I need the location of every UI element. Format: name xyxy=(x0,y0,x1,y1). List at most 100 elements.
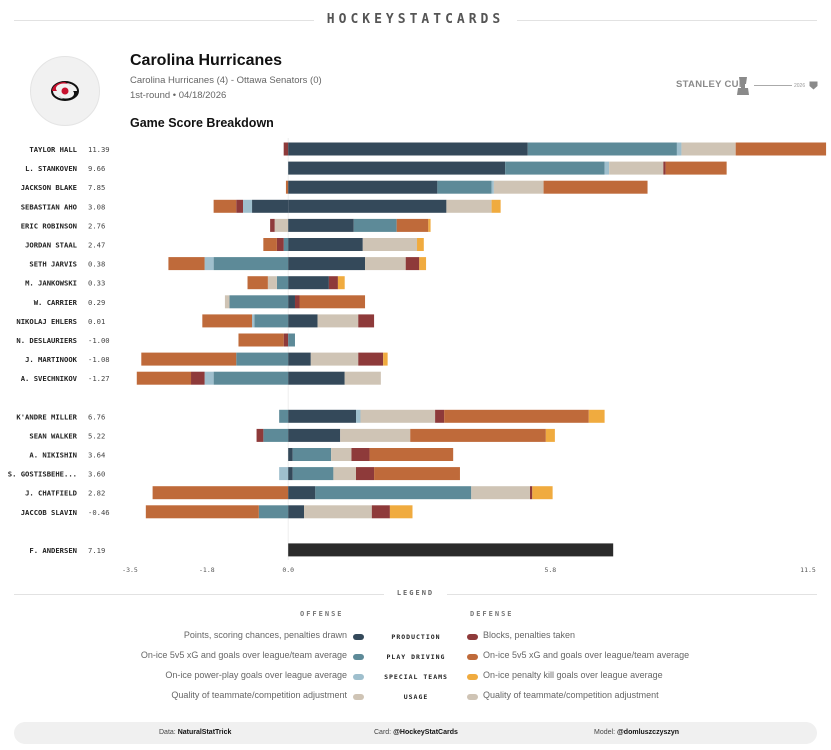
legend-offense-swatch xyxy=(353,674,364,680)
bar-segment-special-teams-off xyxy=(491,180,494,194)
player-name: J. CHATFIELD xyxy=(25,489,77,498)
player-score: 0.01 xyxy=(88,317,105,326)
bar-segment-production xyxy=(288,295,295,309)
player-score: -0.46 xyxy=(88,508,110,517)
bar-segment-special-teams-off xyxy=(252,314,255,328)
player-score: 0.33 xyxy=(88,279,105,288)
brand-title: HOCKEYSTATCARDS xyxy=(326,12,505,27)
bar-segment-production xyxy=(252,199,289,213)
brand-divider-right xyxy=(517,20,817,21)
player-name: SETH JARVIS xyxy=(29,260,77,269)
legend-offense-swatch xyxy=(353,654,364,660)
bar-segment-special-teams-def xyxy=(417,238,424,251)
nhl-shield-icon xyxy=(809,81,818,90)
bar-segment-usage-off xyxy=(317,314,359,328)
player-name: ERIC ROBINSON xyxy=(21,221,77,230)
series-result: Carolina Hurricanes (4) - Ottawa Senator… xyxy=(130,75,322,86)
bar-segment-usage-off xyxy=(274,218,289,232)
bar-segment-usage-off xyxy=(333,467,356,481)
player-score: 2.47 xyxy=(88,241,105,250)
player-name: A. NIKISHIN xyxy=(29,451,77,460)
legend-defense-desc: Quality of teammate/competition adjustme… xyxy=(483,690,659,700)
player-score: 3.64 xyxy=(88,451,105,460)
player-name: F. ANDERSEN xyxy=(29,546,77,555)
bar-segment-usage-off xyxy=(224,295,230,309)
player-name: NIKOLAJ EHLERS xyxy=(16,317,77,326)
bar-segment-production-def xyxy=(191,371,205,385)
bar-segment-play-driving-def xyxy=(168,257,205,271)
bar-segment-play-driving-off xyxy=(353,218,397,232)
team-logo xyxy=(30,56,100,126)
bar-segment-play-driving-def xyxy=(152,486,289,500)
bar-segment-play-driving-off xyxy=(213,257,289,271)
footer-card: Card: @HockeyStatCards xyxy=(374,729,458,736)
stanley-cup-year: 2026 xyxy=(794,83,806,89)
legend-defense-swatch xyxy=(467,674,478,680)
bar-segment-play-driving-def xyxy=(369,448,454,461)
bar-segment-play-driving-def xyxy=(136,371,192,385)
bar-segment-production-def xyxy=(270,218,275,232)
bar-segment-play-driving-off xyxy=(292,448,332,461)
bar-segment-play-driving-off xyxy=(279,409,289,423)
legend-divider-right xyxy=(447,594,817,595)
bar-segment-production-def xyxy=(356,467,375,481)
bar-segment-production xyxy=(288,276,329,290)
player-score: -1.00 xyxy=(88,336,110,345)
bar-segment-production-def xyxy=(405,257,420,271)
bar-segment-play-driving-off xyxy=(527,142,677,156)
bar-segment-play-driving-def xyxy=(263,238,277,251)
player-name: SEAN WALKER xyxy=(29,431,77,440)
bar-segment-special-teams-def xyxy=(419,257,427,271)
x-tick-label: -1.8 xyxy=(199,566,215,574)
bar-segment-production-def xyxy=(283,142,289,156)
bar-segment-play-driving-off xyxy=(254,314,289,328)
bar-segment-play-driving-def xyxy=(444,409,589,423)
bar-segment-special-teams-def xyxy=(428,218,431,232)
player-name: TAYLOR HALL xyxy=(29,145,77,154)
bar-segment-play-driving-off xyxy=(292,467,334,481)
player-name: K'ANDRE MILLER xyxy=(16,412,77,421)
bar-segment-production xyxy=(288,199,447,213)
bar-segment-special-teams-def xyxy=(532,486,553,500)
bar-segment-play-driving-def xyxy=(374,467,460,481)
bar-segment-play-driving-off xyxy=(505,161,605,175)
bar-segment-production-def xyxy=(435,409,445,423)
x-tick-label: 11.5 xyxy=(800,566,816,574)
bar-segment-play-driving-def xyxy=(247,276,268,290)
bar-segment-usage-off xyxy=(681,142,736,156)
bar-segment-special-teams-off xyxy=(604,161,610,175)
bar-segment-special-teams-off xyxy=(356,409,361,423)
bar-segment-special-teams-def xyxy=(545,428,555,442)
bar-segment-production xyxy=(288,142,528,156)
legend-defense-swatch xyxy=(467,654,478,660)
bar-segment-play-driving-def xyxy=(145,505,259,519)
player-score: 3.08 xyxy=(88,202,105,211)
bar-segment-production xyxy=(288,180,438,194)
bar-segment-play-driving-off xyxy=(236,352,289,366)
legend-row: Points, scoring chances, penalties drawn… xyxy=(0,630,831,644)
bar-segment-play-driving-def xyxy=(285,180,289,194)
player-score: 7.19 xyxy=(88,546,105,555)
bar-segment-special-teams-off xyxy=(676,142,682,156)
player-name: L. STANKOVEN xyxy=(25,164,77,173)
stanley-cup-text: STANLEY CUP xyxy=(676,79,746,90)
legend-row: On-ice 5v5 xG and goals over league/team… xyxy=(0,650,831,664)
bar-segment-production xyxy=(288,371,345,385)
player-name: N. DESLAURIERS xyxy=(16,336,77,345)
x-tick-label: 5.8 xyxy=(544,566,556,574)
legend-row: Quality of teammate/competition adjustme… xyxy=(0,690,831,704)
footer-data: Data: NaturalStatTrick xyxy=(159,729,232,736)
player-score: 0.29 xyxy=(88,298,105,307)
bar-segment-play-driving-off xyxy=(283,238,289,251)
bar-segment-usage-off xyxy=(365,257,406,271)
x-tick-label: -3.5 xyxy=(122,566,138,574)
legend-category: USAGE xyxy=(403,693,429,701)
bar-segment-usage-off xyxy=(310,352,359,366)
bar-segment-production-def xyxy=(256,428,264,442)
bar-segment-special-teams-off xyxy=(279,467,289,481)
bar-segment-production-def xyxy=(328,276,338,290)
bar-segment-special-teams-off xyxy=(243,199,253,213)
bar-segment-production xyxy=(288,505,305,519)
bar-segment-production-def xyxy=(276,238,284,251)
bar-segment-special-teams-def xyxy=(383,352,388,366)
